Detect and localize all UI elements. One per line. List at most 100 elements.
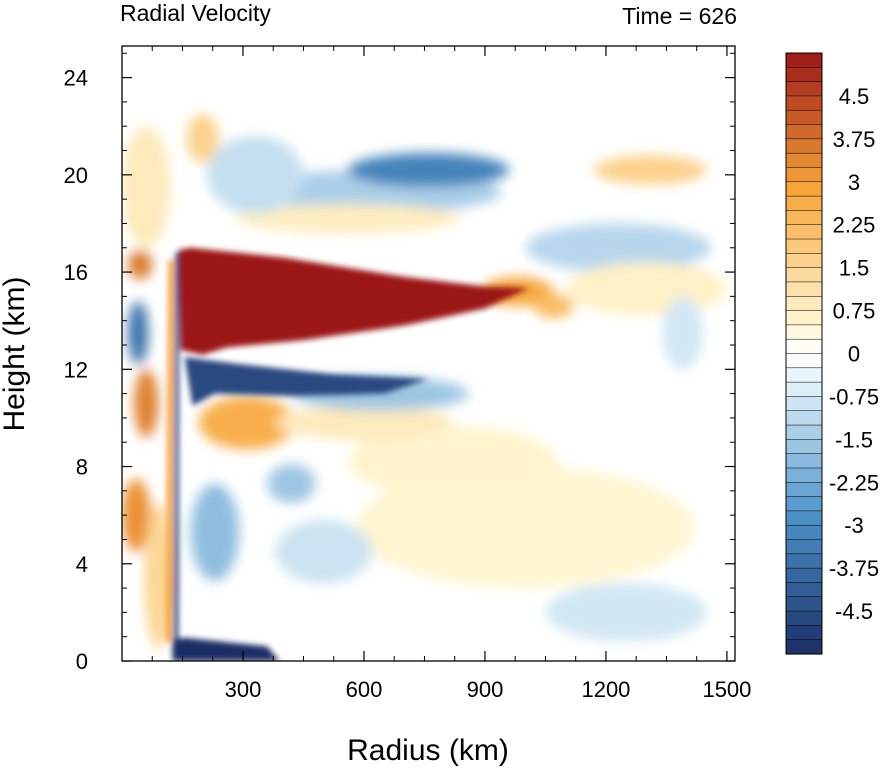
upper-weak-outflow <box>234 204 461 234</box>
colorbar-bin <box>785 596 823 612</box>
colorbar-bin <box>785 424 823 440</box>
colorbar: 4.5 3.75 3 2.25 1.5 0.75 0 -0.75 -1.5 -2.25 -3 -3.7… <box>785 52 879 655</box>
colorbar-bin <box>785 396 823 412</box>
colorbar-bin <box>785 109 823 126</box>
colorbar-label: 3.75 <box>833 127 876 152</box>
colorbar-bin <box>785 453 823 469</box>
mid-inflow-cell <box>190 483 239 581</box>
colorbar-bin <box>785 567 823 584</box>
colorbar-bin <box>785 553 823 569</box>
colorbar-bin <box>785 410 823 426</box>
faint-inflow-blob <box>525 223 711 273</box>
colorbar-bin <box>785 138 823 154</box>
faint-outflow-blob <box>565 262 727 316</box>
y-tick-label: 12 <box>64 357 88 382</box>
x-tick-label: 1200 <box>581 677 630 702</box>
colorbar-bin <box>785 367 823 383</box>
colorbar-bin <box>785 267 823 283</box>
colorbar-bin <box>785 253 823 269</box>
colorbar-label: 1.5 <box>839 256 870 281</box>
y-tick-label: 4 <box>76 552 88 577</box>
colorbar-bin <box>785 167 823 183</box>
colorbar-label: -4.5 <box>835 599 873 624</box>
colorbar-label: -2.25 <box>829 470 879 495</box>
y-axis-label: Height (km) <box>0 276 31 431</box>
colorbar-bin <box>785 639 823 655</box>
colorbar-bin <box>785 439 823 455</box>
colorbar-label: 2.25 <box>833 213 876 238</box>
chart-title: Radial Velocity <box>120 0 271 26</box>
colorbar-label: -1.5 <box>835 427 873 452</box>
colorbar-bin <box>785 496 823 512</box>
colorbar-frame <box>785 52 823 655</box>
colorbar-bin <box>785 539 823 555</box>
colorbar-bin <box>785 210 823 226</box>
upper-inflow-core <box>347 152 510 187</box>
mid-inflow-cell <box>267 464 316 503</box>
upper-inflow-band <box>206 135 304 214</box>
inner-column-cell <box>122 478 151 552</box>
y-tick-label: 24 <box>64 66 88 91</box>
inner-upper-cells <box>186 114 219 163</box>
colorbar-label: -3 <box>844 513 864 538</box>
inner-column-cell <box>134 369 159 438</box>
colorbar-bin <box>785 324 823 340</box>
colorbar-bin <box>785 181 823 197</box>
x-tick-label: 600 <box>346 677 383 702</box>
colorbar-bin <box>785 467 823 483</box>
outflow-jet-tip <box>533 293 574 319</box>
colorbar-bin <box>785 52 823 68</box>
outflow-jet <box>178 247 530 355</box>
inner-column-cell <box>128 301 149 365</box>
plot-area: 300 600 900 1200 1500 0 4 8 12 16 20 24 <box>64 45 751 702</box>
colorbar-bin <box>785 224 823 240</box>
colorbar-bin <box>785 238 823 254</box>
colorbar-label: -3.75 <box>829 556 879 581</box>
mid-weak-inflow <box>275 520 373 584</box>
axis-ticks: 300 600 900 1200 1500 0 4 8 12 16 20 24 <box>64 46 751 702</box>
chart-subtitle: Time = 626 <box>622 3 737 29</box>
colorbar-bin <box>785 524 823 541</box>
y-tick-label: 0 <box>76 649 88 674</box>
colorbar-bin <box>785 195 823 211</box>
colorbar-label: -0.75 <box>829 384 879 409</box>
colorbar-label: 3 <box>848 170 860 195</box>
colorbar-bin <box>785 338 823 355</box>
inner-column-cell <box>128 250 153 280</box>
colorbar-bin <box>785 381 823 397</box>
y-tick-label: 20 <box>64 163 88 188</box>
mid-weak-outflow <box>275 405 453 440</box>
colorbar-bin <box>785 582 823 598</box>
colorbar-bin <box>785 152 823 169</box>
colorbar-label: 4.5 <box>839 84 870 109</box>
x-tick-label: 900 <box>467 677 504 702</box>
mid-outflow-cell <box>198 396 296 450</box>
velocity-field <box>122 114 727 661</box>
inner-column-cell <box>144 502 173 649</box>
return-inflow <box>184 357 429 406</box>
colorbar-bin <box>785 353 823 369</box>
y-tick-label: 8 <box>76 455 88 480</box>
boundary-inflow <box>172 637 280 661</box>
x-tick-label: 1500 <box>702 677 751 702</box>
upper-outflow-band <box>593 155 707 185</box>
colorbar-bin <box>785 482 823 498</box>
colorbar-bin <box>785 310 823 326</box>
colorbar-bin <box>785 510 823 526</box>
faint-outflow-blob <box>347 425 558 499</box>
eyewall-inflow-strip <box>173 252 180 647</box>
faint-inflow-blob <box>545 583 707 642</box>
faint-inflow-blob <box>662 296 703 370</box>
colorbar-label: 0.75 <box>833 299 876 324</box>
inner-upper-cells <box>122 126 171 248</box>
colorbar-bin <box>785 296 823 312</box>
colorbar-bin <box>785 67 823 83</box>
colorbar-bin <box>785 610 823 626</box>
plot-frame <box>121 45 736 662</box>
colorbar-bin <box>785 81 823 97</box>
colorbar-label: 0 <box>848 342 860 367</box>
colorbar-bin <box>785 625 823 641</box>
colorbar-bin <box>785 95 823 111</box>
core-features <box>165 247 530 661</box>
